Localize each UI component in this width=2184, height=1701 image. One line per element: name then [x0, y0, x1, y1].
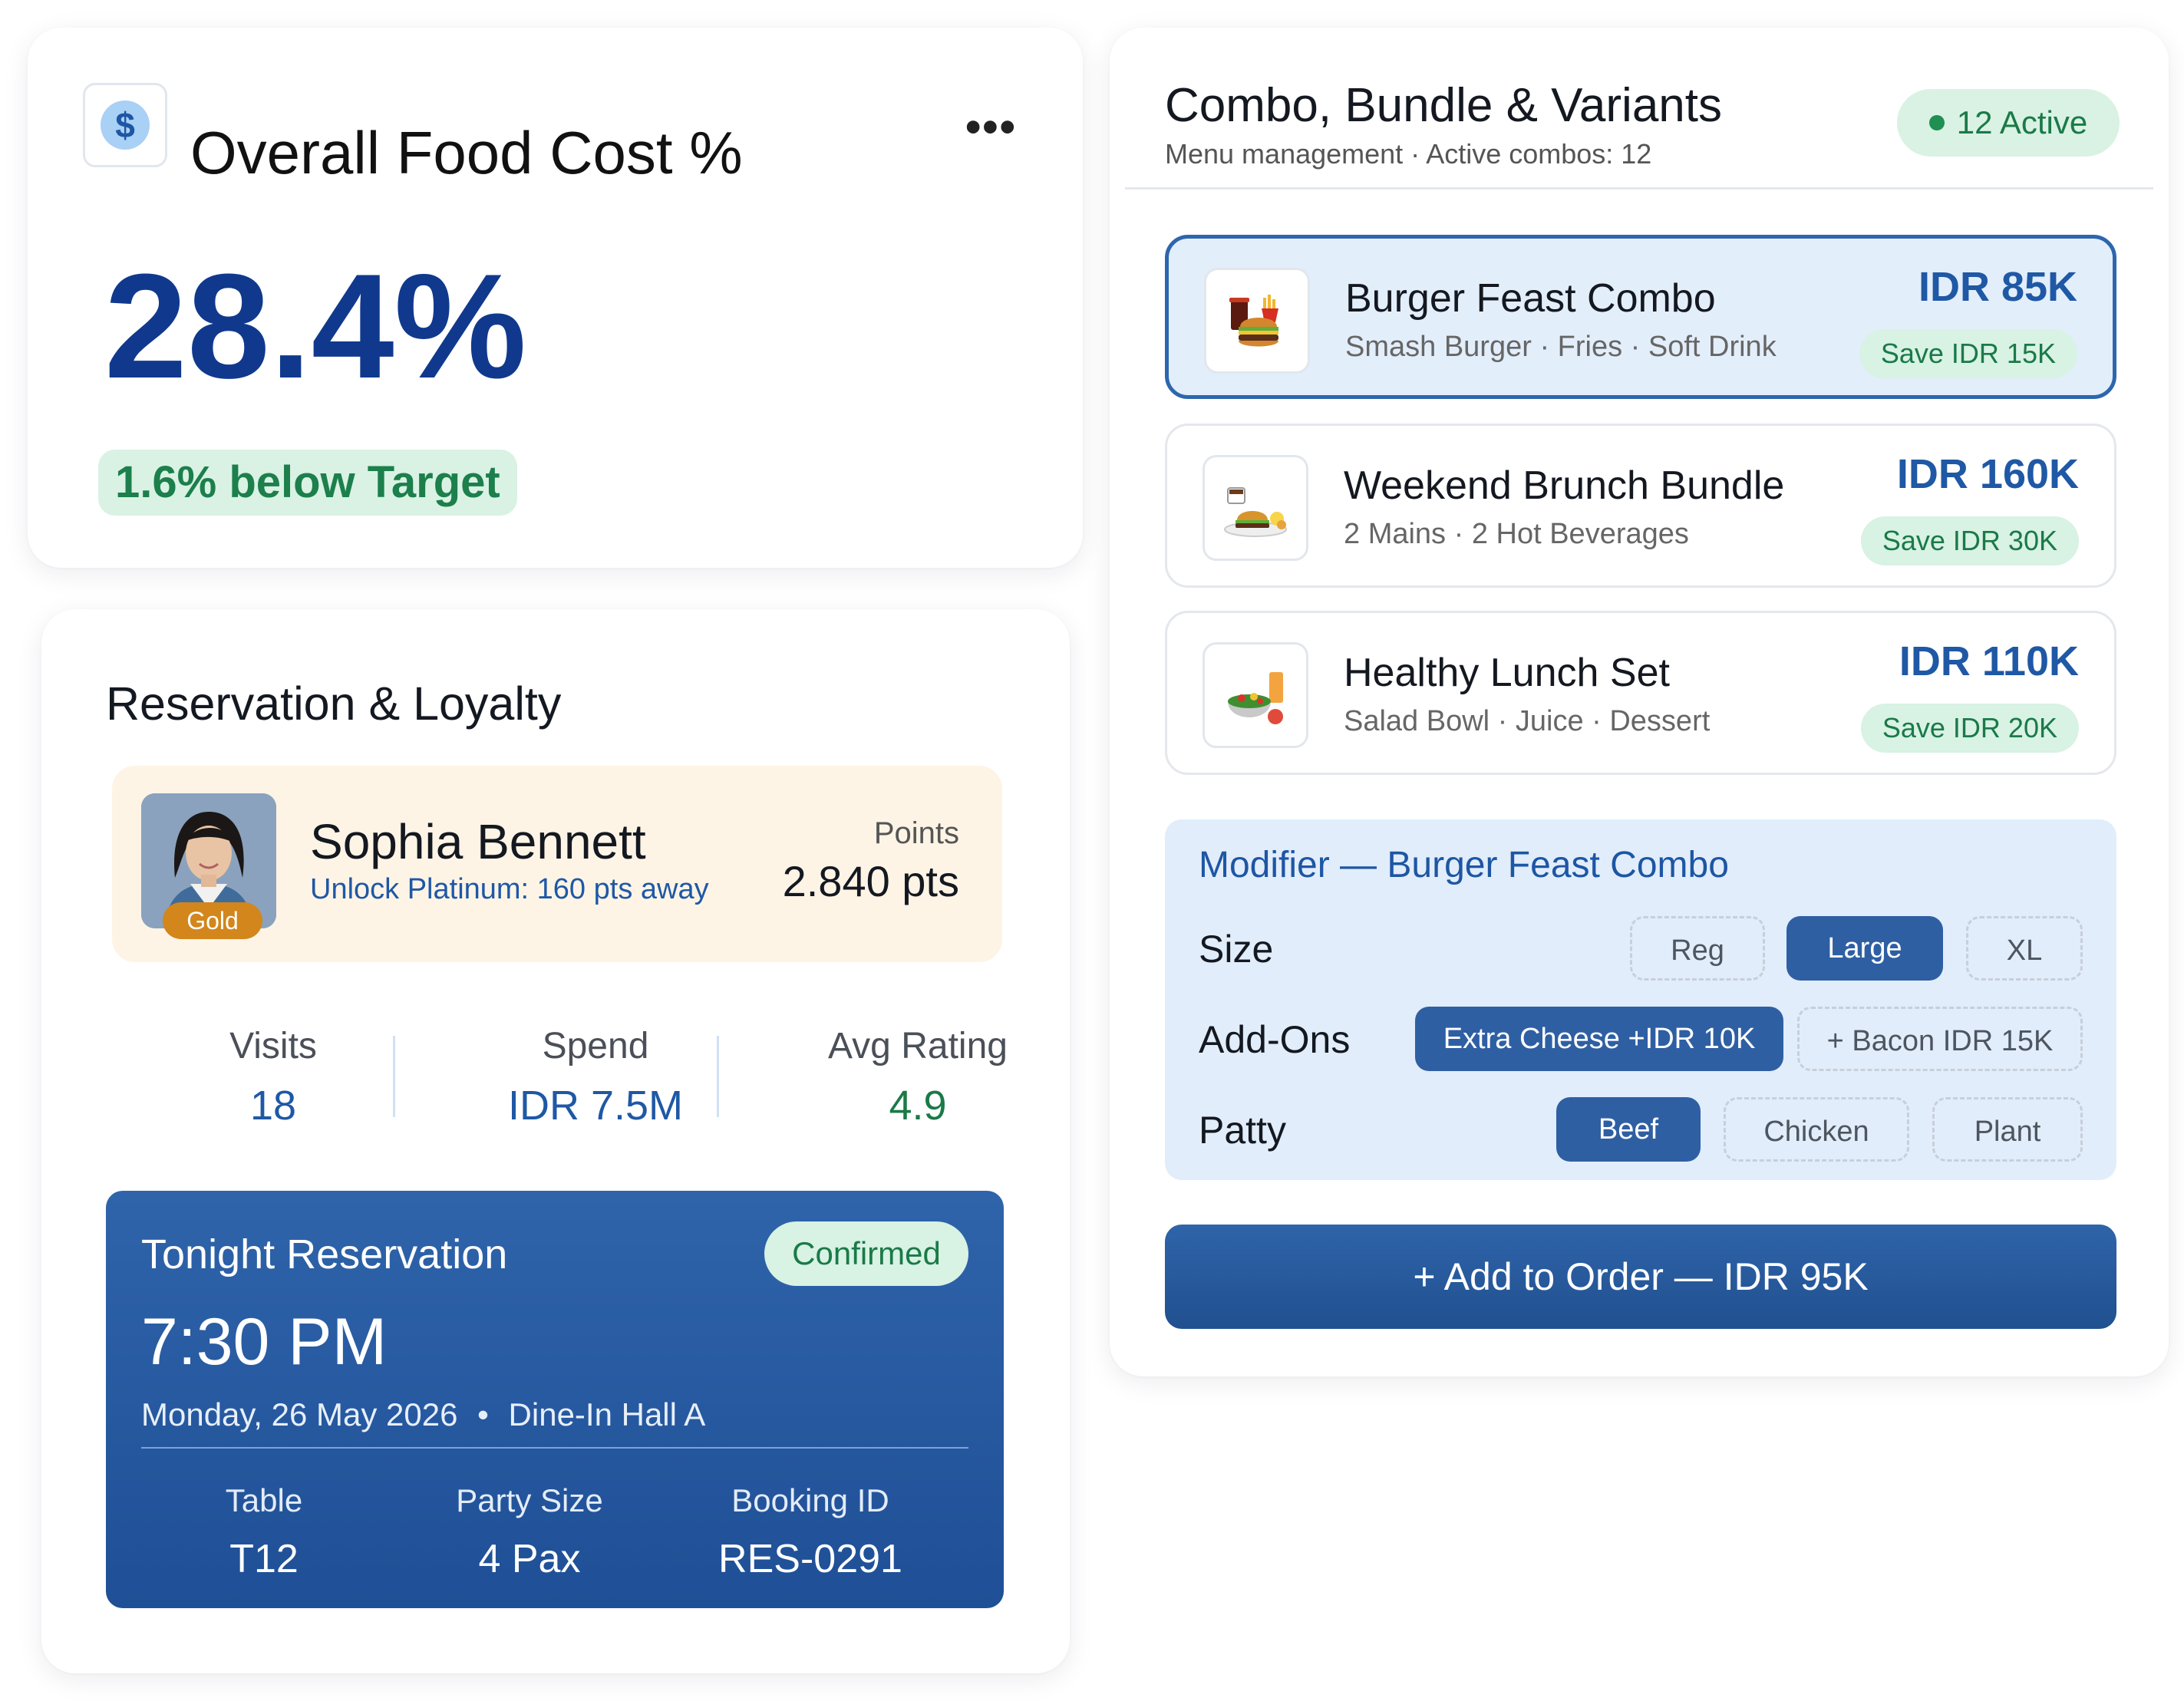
food-cost-title: Overall Food Cost %	[190, 119, 743, 186]
combo-description: Salad Bowl · Juice · Dessert	[1344, 705, 1711, 737]
patty-option-plant[interactable]: Plant	[1932, 1097, 2083, 1162]
loyalty-member-panel[interactable]: Gold Sophia Bennett Unlock Platinum: 160…	[112, 766, 1002, 962]
modifier-title: Modifier — Burger Feast Combo	[1199, 845, 1729, 885]
combo-price: IDR 160K	[1896, 451, 2079, 497]
stat-value: 4.9	[889, 1083, 947, 1129]
addons-label: Add-Ons	[1199, 1018, 1351, 1061]
stat-value: IDR 7.5M	[507, 1083, 684, 1129]
modifier-panel: Modifier — Burger Feast Combo Size Reg L…	[1165, 819, 2116, 1180]
size-option-xl[interactable]: XL	[1966, 916, 2083, 981]
patty-option-chicken[interactable]: Chicken	[1724, 1097, 1909, 1162]
reservation-loyalty-card: Reservation & Loyalty Gold Sophia Bennet…	[41, 609, 1070, 1673]
stat-value: 18	[249, 1083, 297, 1129]
combo-title: Combo, Bundle & Variants	[1165, 79, 1723, 132]
more-options-icon[interactable]: •••	[965, 102, 1017, 152]
savings-badge: Save IDR 30K	[1860, 516, 2079, 565]
avatar	[141, 793, 276, 928]
combo-name: Burger Feast Combo	[1345, 276, 1716, 321]
active-count-label: 12 Active	[1956, 104, 2088, 140]
patty-label: Patty	[1199, 1109, 1286, 1152]
detail-booking-id: Booking ID RES-0291	[672, 1482, 948, 1582]
status-dot-icon	[1928, 114, 1945, 130]
divider	[141, 1447, 968, 1449]
combo-subtitle: Menu management · Active combos: 12	[1165, 138, 1652, 170]
detail-value: T12	[229, 1537, 299, 1581]
size-option-reg[interactable]: Reg	[1630, 916, 1765, 981]
bullet-separator: •	[477, 1396, 489, 1432]
detail-value: RES-0291	[718, 1537, 902, 1581]
dollar-icon: $	[101, 101, 150, 150]
stat-avg-rating: Avg Rating 4.9	[757, 1024, 1079, 1132]
tonight-title: Tonight Reservation	[141, 1231, 508, 1277]
stat-label: Avg Rating	[828, 1026, 1008, 1066]
detail-party-size: Party Size 4 Pax	[391, 1482, 668, 1582]
stat-divider	[393, 1036, 395, 1117]
status-badge: Confirmed	[764, 1221, 968, 1286]
points-label: Points	[873, 816, 959, 850]
burger-combo-icon	[1204, 268, 1310, 374]
food-cost-card: $ Overall Food Cost % ••• 28.4% 1.6% bel…	[28, 28, 1083, 568]
combo-bundle-card: Combo, Bundle & Variants Menu management…	[1110, 28, 2169, 1376]
detail-label: Party Size	[456, 1482, 603, 1518]
addon-extra-cheese[interactable]: Extra Cheese +IDR 10K	[1415, 1007, 1783, 1071]
add-to-order-button[interactable]: + Add to Order — IDR 95K	[1165, 1225, 2116, 1329]
reservation-title: Reservation & Loyalty	[106, 677, 562, 730]
reservation-date: Monday, 26 May 2026	[141, 1396, 458, 1432]
points-value: 2.840 pts	[782, 857, 959, 905]
size-option-large[interactable]: Large	[1786, 916, 1943, 981]
addon-bacon[interactable]: + Bacon IDR 15K	[1797, 1007, 2083, 1071]
guest-name: Sophia Bennett	[310, 814, 646, 869]
stat-label: Spend	[542, 1026, 649, 1066]
combo-name: Weekend Brunch Bundle	[1344, 463, 1785, 508]
reservation-date-line: Monday, 26 May 2026 • Dine-In Hall A	[141, 1396, 705, 1433]
salad-icon	[1203, 642, 1308, 748]
active-count-badge: 12 Active	[1897, 89, 2120, 157]
unlock-progress-text: Unlock Platinum: 160 pts away	[310, 873, 709, 905]
stat-label: Visits	[229, 1026, 317, 1066]
combo-item-healthy-lunch[interactable]: Healthy Lunch Set Salad Bowl · Juice · D…	[1165, 611, 2116, 775]
target-status-badge: 1.6% below Target	[98, 450, 517, 516]
combo-item-burger-feast[interactable]: Burger Feast Combo Smash Burger · Fries …	[1165, 235, 2116, 399]
savings-badge: Save IDR 20K	[1860, 704, 2079, 753]
patty-option-beef[interactable]: Beef	[1556, 1097, 1701, 1162]
combo-description: Smash Burger · Fries · Soft Drink	[1345, 331, 1777, 363]
dollar-icon-box: $	[83, 83, 167, 167]
detail-value: 4 Pax	[478, 1537, 581, 1581]
tier-badge: Gold	[163, 902, 262, 939]
combo-description: 2 Mains · 2 Hot Beverages	[1344, 518, 1689, 550]
detail-label: Booking ID	[731, 1482, 889, 1518]
stat-divider	[717, 1036, 719, 1117]
brunch-icon	[1203, 455, 1308, 561]
size-label: Size	[1199, 928, 1274, 971]
stat-spend: Spend IDR 7.5M	[434, 1024, 757, 1132]
savings-badge: Save IDR 15K	[1859, 329, 2077, 378]
combo-name: Healthy Lunch Set	[1344, 651, 1670, 695]
reservation-time: 7:30 PM	[141, 1305, 388, 1379]
reservation-location: Dine-In Hall A	[508, 1396, 706, 1432]
detail-label: Table	[225, 1482, 303, 1518]
combo-price: IDR 85K	[1918, 264, 2077, 310]
combo-price: IDR 110K	[1899, 638, 2079, 684]
divider	[1125, 187, 2153, 190]
detail-table: Table T12	[126, 1482, 402, 1582]
stat-visits: Visits 18	[112, 1024, 434, 1132]
food-cost-value: 28.4%	[104, 243, 527, 410]
combo-item-weekend-brunch[interactable]: Weekend Brunch Bundle 2 Mains · 2 Hot Be…	[1165, 424, 2116, 588]
tonight-reservation-panel[interactable]: Tonight Reservation Confirmed 7:30 PM Mo…	[106, 1191, 1004, 1608]
